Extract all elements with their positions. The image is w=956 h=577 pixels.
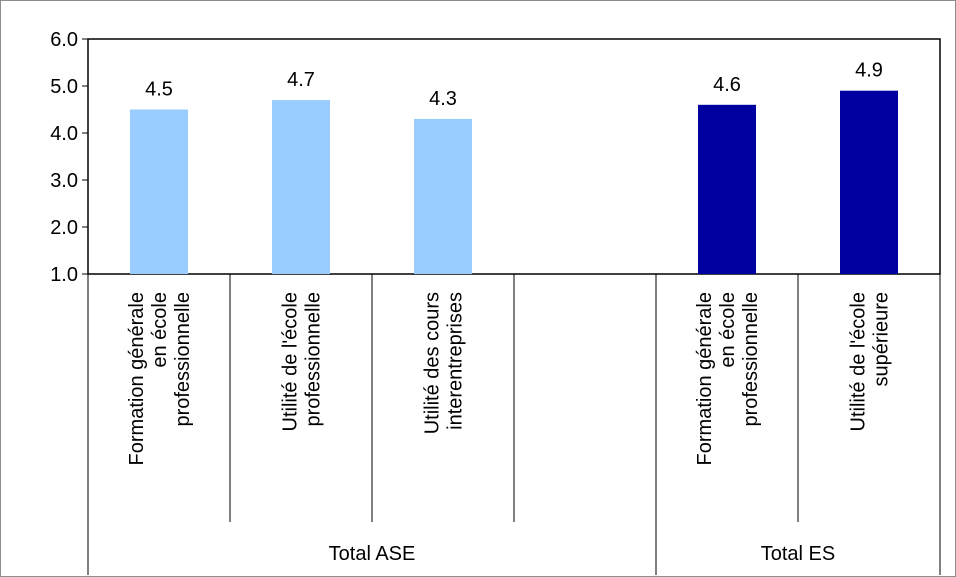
category-label: Formation générale — [126, 292, 148, 465]
category-label: Formation générale — [694, 292, 716, 465]
data-label: 4.6 — [713, 74, 741, 96]
category-label: Utilité de l'école — [848, 292, 870, 431]
bar — [698, 104, 756, 274]
bar — [130, 109, 188, 274]
bar — [840, 90, 898, 274]
group-label: Total ES — [761, 543, 835, 565]
group-label: Total ASE — [329, 543, 416, 565]
category-label: en école — [149, 292, 171, 368]
category-label: en école — [717, 292, 739, 368]
y-tick-label: 4.0 — [50, 123, 78, 145]
y-tick-label: 5.0 — [50, 76, 78, 98]
y-tick-label: 6.0 — [50, 29, 78, 51]
data-label: 4.9 — [855, 60, 883, 82]
data-label: 4.3 — [429, 88, 457, 110]
data-label: 4.5 — [145, 79, 173, 101]
category-label: supérieure — [871, 292, 893, 387]
y-tick-label: 2.0 — [50, 217, 78, 239]
plot-area — [87, 38, 941, 275]
category-label: Utilité de l'école — [280, 292, 302, 431]
category-label: interentreprises — [445, 292, 467, 430]
bar — [414, 118, 472, 275]
category-label: professionnelle — [172, 292, 194, 427]
y-tick-label: 1.0 — [50, 264, 78, 286]
y-tick-label: 3.0 — [50, 170, 78, 192]
data-label: 4.7 — [287, 69, 315, 91]
category-label: Utilité des cours — [422, 292, 444, 434]
category-label: professionnelle — [740, 292, 762, 427]
category-label: professionnelle — [303, 292, 325, 427]
bar — [272, 100, 330, 274]
